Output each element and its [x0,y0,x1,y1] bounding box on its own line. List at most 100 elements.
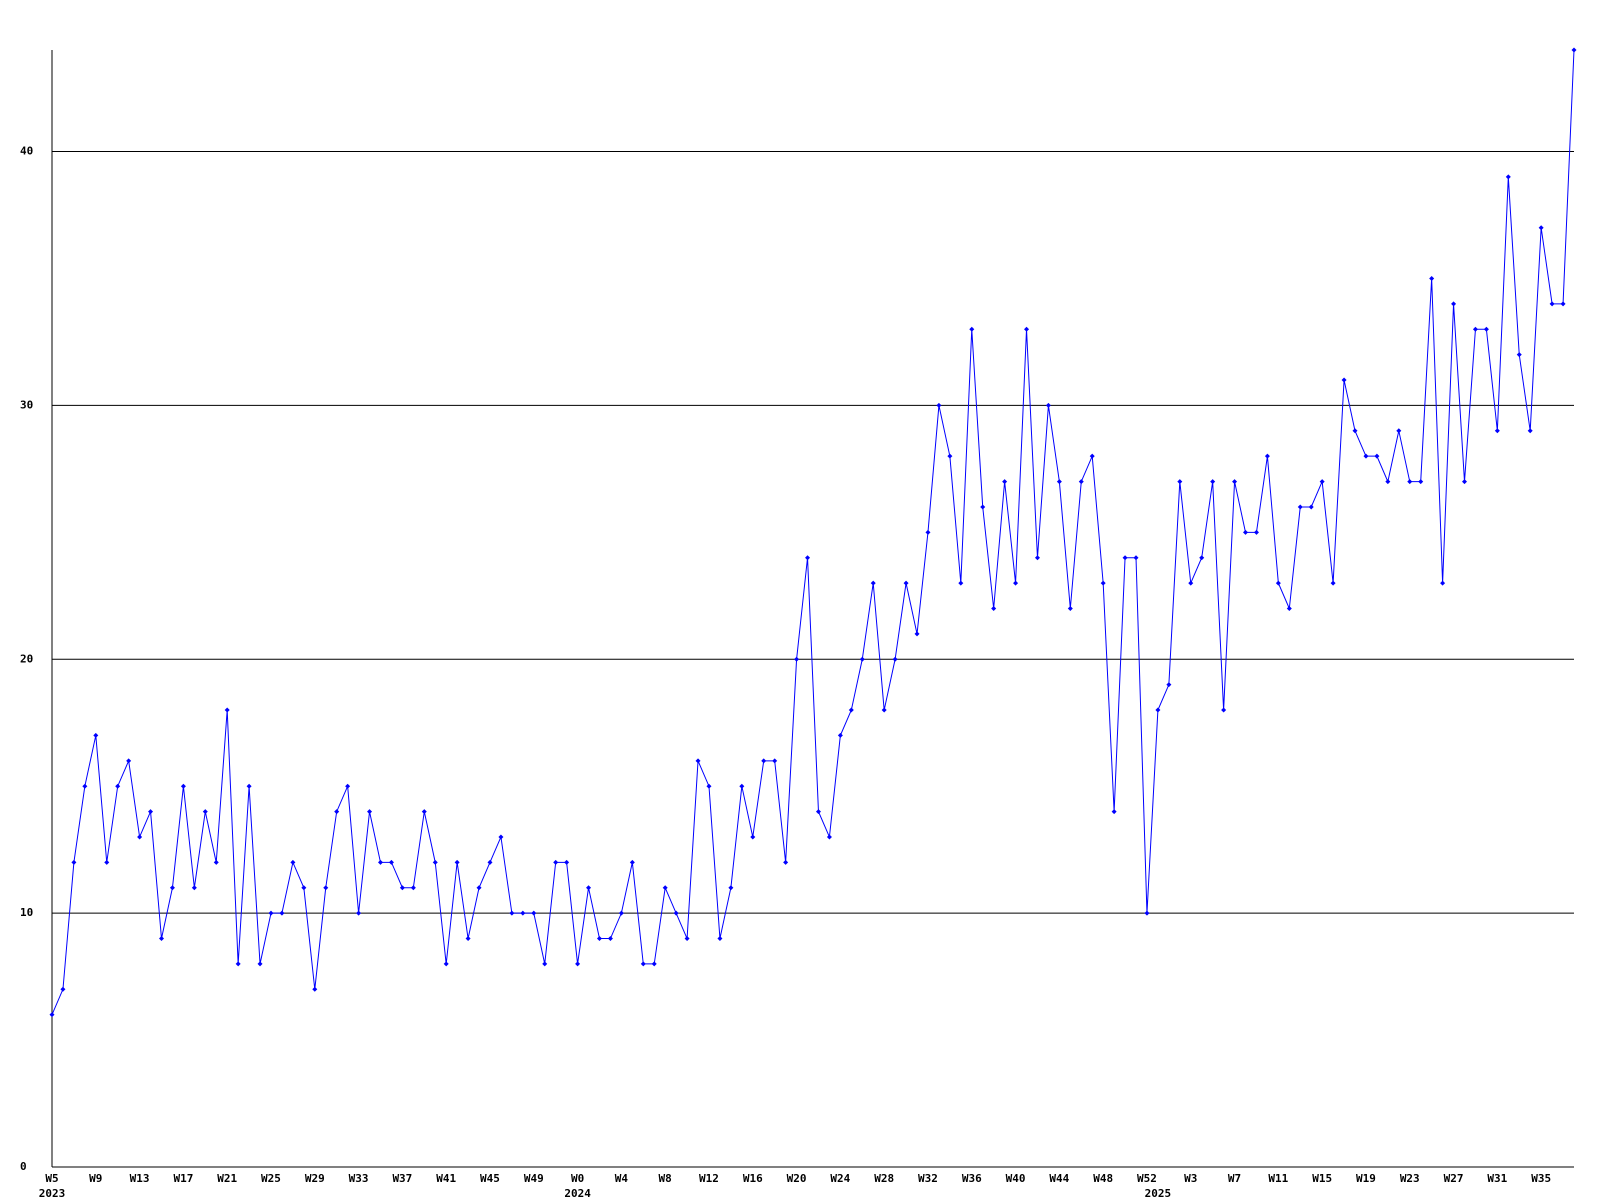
data-point [542,961,548,967]
data-point [148,809,154,815]
data-point [761,758,767,764]
data-point [706,783,712,789]
data-point [268,910,274,916]
data-point [1013,580,1019,586]
x-tick-label: W41 [436,1172,456,1185]
x-tick-label: W3 [1184,1172,1197,1185]
data-point [93,732,99,738]
x-tick-label: W15 [1312,1172,1332,1185]
x-tick-label: W33 [349,1172,369,1185]
data-point [815,809,821,815]
x-tick-label: W8 [659,1172,672,1185]
data-point [903,580,909,586]
data-point [1297,504,1303,510]
data-point [202,809,208,815]
year-label: 2025 [1145,1187,1172,1200]
data-point [629,859,635,865]
y-tick-label: 0 [20,1160,27,1173]
data-point [1177,479,1183,485]
data-point [235,961,241,967]
data-point [1341,377,1347,383]
data-point [323,885,329,891]
data-point [1451,301,1457,307]
data-point [1505,174,1511,180]
data-point [1363,453,1369,459]
data-point [805,555,811,561]
year-label: 2023 [39,1187,66,1200]
data-point [509,910,515,916]
data-point [1166,682,1172,688]
data-point [618,910,624,916]
x-tick-label: W31 [1487,1172,1507,1185]
data-point [367,809,373,815]
data-point [914,631,920,637]
data-point [1286,606,1292,611]
x-tick-label: W24 [830,1172,850,1185]
data-point [399,885,405,891]
data-point [1264,453,1270,459]
data-point [947,453,953,459]
data-point [1308,504,1314,510]
data-point [1462,479,1468,485]
data-point [421,809,427,815]
data-line [51,49,1575,1015]
x-tick-label: W9 [89,1172,102,1185]
data-point [881,707,887,713]
data-point [1100,580,1106,586]
data-point [662,885,668,891]
data-point [728,885,734,891]
y-tick-label: 30 [20,398,33,411]
x-tick-label: W52 [1137,1172,1157,1185]
x-tick-label: W5 [45,1172,58,1185]
data-point [49,1012,55,1018]
data-point [1243,529,1249,535]
data-point [673,910,679,916]
data-point [794,656,800,662]
data-point [925,529,931,535]
x-tick-label: W17 [173,1172,193,1185]
x-tick-label: W40 [1006,1172,1026,1185]
data-point [695,758,701,764]
data-point [1056,479,1062,485]
data-point [1330,580,1336,586]
data-point [312,986,318,992]
data-point [1440,580,1446,586]
x-tick-label: W4 [615,1172,629,1185]
data-point [1549,301,1555,307]
data-point [596,936,602,942]
data-point [465,936,471,942]
data-point [651,961,657,967]
x-tick-label: W36 [962,1172,982,1185]
data-point [1144,910,1150,916]
data-point [60,986,66,992]
data-point [859,656,865,662]
data-point [1418,479,1424,485]
x-tick-label: W21 [217,1172,237,1185]
data-point [1188,580,1194,586]
data-point [870,580,876,586]
x-tick-label: W20 [787,1172,807,1185]
data-point [1571,47,1577,53]
data-point [1111,809,1117,815]
x-tick-label: W32 [918,1172,938,1185]
x-tick-label: W48 [1093,1172,1113,1185]
data-point [1155,707,1161,713]
data-point [1002,479,1008,485]
data-point [1429,275,1435,281]
x-tick-label: W16 [743,1172,763,1185]
data-point [1396,428,1402,434]
data-point [1407,479,1413,485]
data-point [531,910,537,916]
x-tick-label: W27 [1444,1172,1464,1185]
data-point [169,885,175,891]
data-point [1078,479,1084,485]
data-point [345,783,351,789]
x-tick-label: W35 [1531,1172,1551,1185]
data-point [607,936,613,942]
x-tick-label: W37 [392,1172,412,1185]
data-point [1352,428,1358,434]
data-point [115,783,121,789]
data-point [640,961,646,967]
data-point [158,936,164,942]
year-label: 2024 [564,1187,591,1200]
